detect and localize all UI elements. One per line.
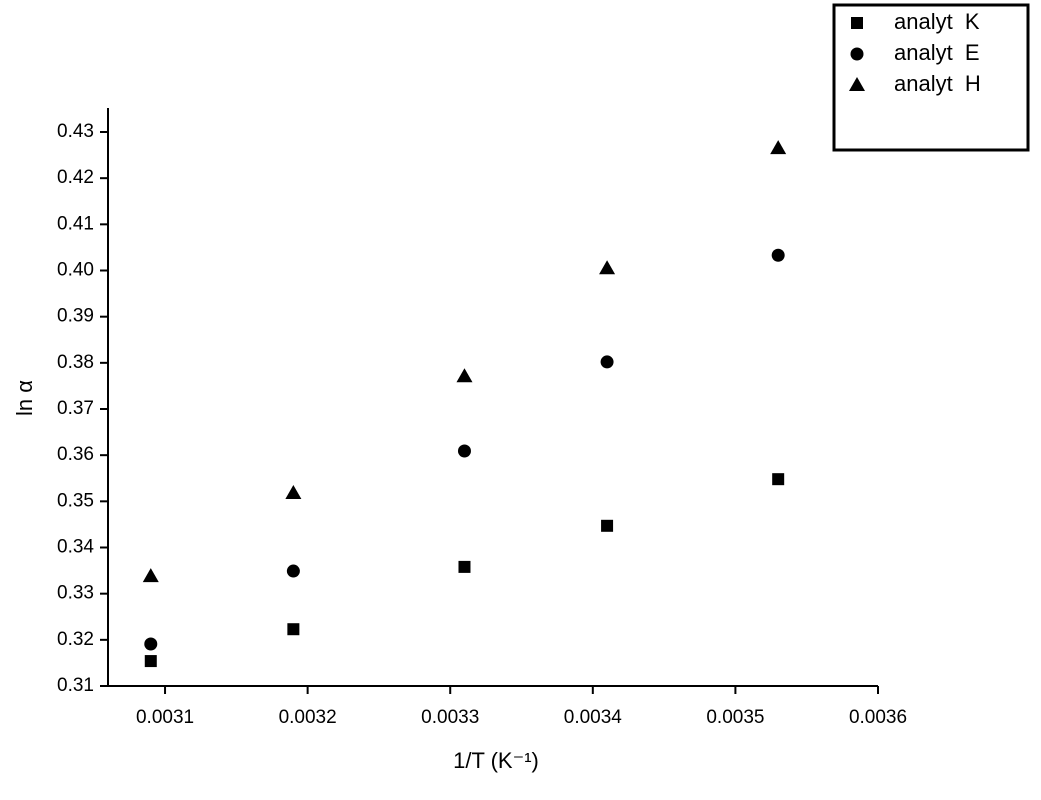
marker-square bbox=[144, 655, 157, 668]
marker-triangle bbox=[142, 568, 159, 583]
x-axis-label: 1/T (K⁻¹) bbox=[453, 748, 539, 773]
marker-square bbox=[287, 623, 300, 636]
marker-circle bbox=[600, 355, 614, 369]
marker-square bbox=[851, 17, 863, 29]
legend-box bbox=[832, 3, 1030, 152]
marker-triangle bbox=[285, 485, 302, 500]
x-tick-label: 0.0034 bbox=[564, 707, 623, 728]
y-tick-label: 0.39 bbox=[57, 306, 94, 327]
marker-circle bbox=[457, 444, 471, 458]
marker-triangle bbox=[599, 260, 616, 275]
y-tick-label: 0.38 bbox=[57, 352, 94, 373]
y-axis-label: ln α bbox=[12, 380, 37, 416]
legend-label: analyt K bbox=[894, 9, 980, 34]
legend-label: analyt E bbox=[894, 40, 980, 65]
x-tick-label: 0.0035 bbox=[706, 707, 764, 728]
marker-circle bbox=[144, 637, 158, 651]
y-tick-label: 0.32 bbox=[57, 629, 94, 650]
marker-square bbox=[601, 519, 614, 532]
y-tick-label: 0.35 bbox=[57, 490, 94, 511]
x-tick-label: 0.0036 bbox=[849, 707, 907, 728]
y-tick-label: 0.36 bbox=[57, 444, 94, 465]
y-tick-label: 0.31 bbox=[57, 675, 94, 696]
marker-circle bbox=[286, 564, 300, 578]
y-tick-label: 0.33 bbox=[57, 583, 94, 604]
y-tick-label: 0.41 bbox=[57, 213, 94, 234]
x-tick-label: 0.0031 bbox=[136, 707, 194, 728]
marker-triangle bbox=[770, 140, 787, 155]
marker-square bbox=[458, 560, 471, 573]
x-tick-label: 0.0033 bbox=[421, 707, 479, 728]
y-tick-label: 0.42 bbox=[57, 167, 94, 188]
marker-triangle bbox=[849, 77, 865, 91]
y-tick-label: 0.34 bbox=[57, 537, 94, 558]
y-tick-label: 0.37 bbox=[57, 398, 94, 419]
marker-triangle bbox=[456, 368, 473, 383]
y-tick-label: 0.40 bbox=[57, 260, 94, 281]
marker-circle bbox=[850, 47, 864, 61]
x-tick-label: 0.0032 bbox=[279, 707, 337, 728]
y-tick-label: 0.43 bbox=[57, 121, 94, 142]
marker-square bbox=[772, 473, 785, 486]
marker-circle bbox=[771, 248, 785, 262]
legend-label: analyt H bbox=[894, 71, 981, 96]
